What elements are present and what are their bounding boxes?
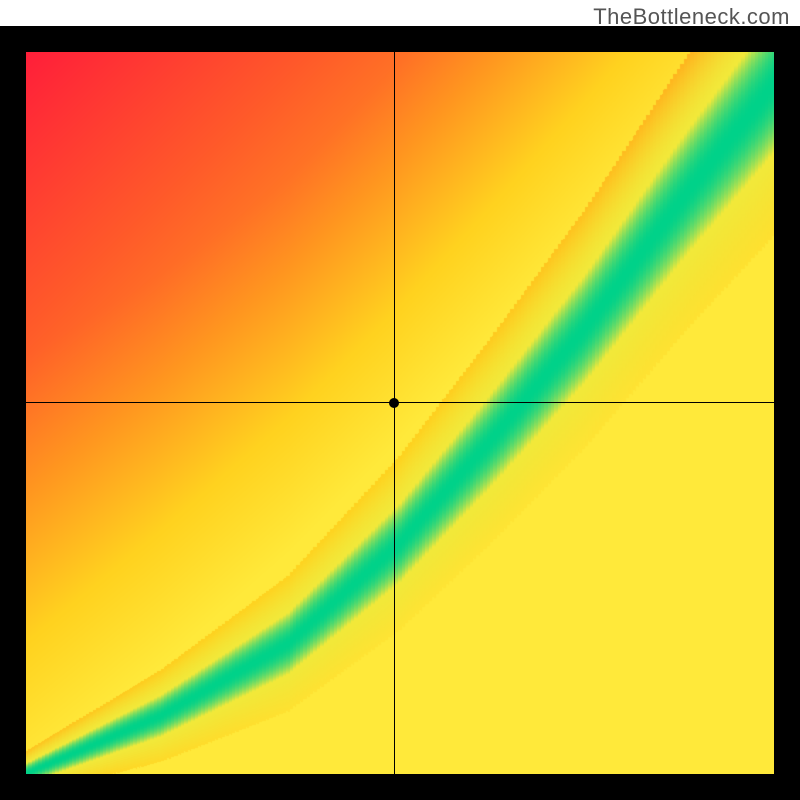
watermark-text: TheBottleneck.com (593, 4, 790, 30)
frame-left (0, 26, 26, 800)
frame-bottom (0, 774, 800, 800)
crosshair-vertical (394, 52, 395, 774)
heatmap-canvas (26, 52, 774, 774)
heatmap-plot-area (26, 52, 774, 774)
frame-right (774, 26, 800, 800)
marker-dot (389, 398, 399, 408)
chart-container: TheBottleneck.com (0, 0, 800, 800)
crosshair-horizontal (26, 402, 774, 403)
